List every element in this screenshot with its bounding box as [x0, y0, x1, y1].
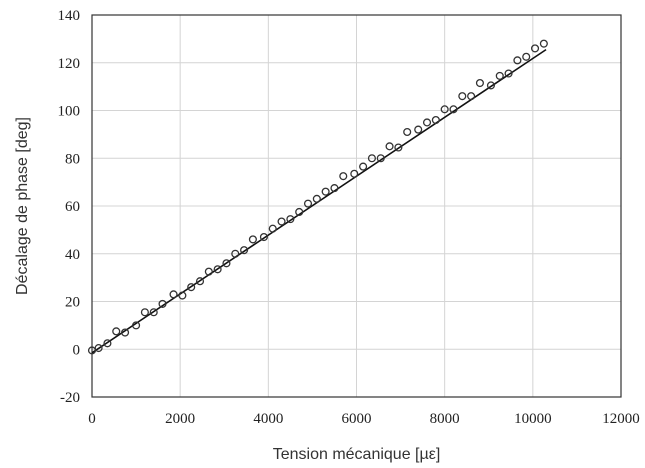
data-point: [231, 249, 240, 258]
x-tick-label: 10000: [514, 411, 552, 427]
data-points: [87, 39, 548, 355]
y-tick-label: 140: [58, 8, 81, 24]
data-point: [204, 267, 213, 276]
data-point: [94, 344, 103, 353]
data-point: [158, 299, 167, 308]
data-point: [112, 327, 121, 336]
y-axis-label: Décalage de phase [deg]: [14, 117, 31, 295]
data-point: [103, 339, 112, 348]
y-tick-label: -20: [60, 390, 80, 406]
grid: [92, 15, 621, 397]
data-point: [149, 308, 158, 317]
data-point: [376, 154, 385, 163]
data-point: [403, 127, 412, 137]
y-tick-label: 40: [65, 247, 80, 263]
data-point: [140, 308, 149, 317]
data-point: [359, 162, 368, 171]
data-point: [449, 105, 458, 114]
data-point: [121, 328, 130, 337]
data-point: [312, 194, 321, 203]
data-point: [504, 69, 513, 78]
data-point: [431, 116, 440, 125]
data-point: [350, 169, 359, 178]
y-tick-label: 120: [58, 56, 81, 72]
x-tick-label: 2000: [165, 411, 195, 427]
data-point: [240, 246, 249, 255]
y-tick-label: 60: [65, 199, 80, 215]
data-point: [295, 207, 304, 217]
data-point: [539, 39, 548, 48]
data-point: [321, 187, 330, 196]
x-tick-label: 12000: [602, 411, 640, 427]
data-point: [513, 56, 522, 65]
data-point: [248, 235, 257, 244]
y-tick-label: 100: [58, 104, 81, 120]
data-point: [475, 78, 484, 88]
tick-labels: 0 2000 4000 6000 8000 10000 12000 -20 0 20 40 60 80 1…: [58, 8, 640, 427]
data-point: [339, 172, 348, 181]
data-point: [530, 44, 540, 53]
data-point: [422, 118, 432, 127]
data-point: [259, 232, 268, 242]
data-point: [286, 215, 295, 224]
data-point: [330, 184, 339, 193]
data-point: [195, 277, 205, 286]
data-point: [414, 125, 423, 134]
data-point: [394, 143, 403, 152]
data-point: [178, 291, 187, 300]
data-point: [187, 283, 196, 292]
data-point: [367, 154, 376, 163]
data-point: [132, 321, 141, 330]
y-tick-label: 80: [65, 151, 80, 167]
y-tick-label: 0: [73, 342, 81, 358]
data-point: [458, 92, 467, 101]
x-axis-label: Tension mécanique [µε]: [273, 446, 441, 463]
data-point: [169, 290, 178, 299]
data-point: [486, 81, 496, 90]
data-point: [522, 52, 531, 61]
x-tick-label: 8000: [430, 411, 460, 427]
data-point: [495, 71, 504, 80]
y-tick-label: 20: [65, 295, 80, 311]
data-point: [467, 92, 476, 101]
data-point: [222, 259, 231, 268]
data-point: [303, 199, 313, 208]
x-tick-label: 6000: [342, 411, 372, 427]
data-point: [440, 105, 449, 114]
data-point: [213, 265, 222, 274]
data-point: [277, 217, 286, 226]
plot-frame: [91, 14, 622, 398]
x-tick-label: 4000: [253, 411, 283, 427]
data-point: [385, 142, 394, 151]
x-tick-label: 0: [88, 411, 96, 427]
data-point: [268, 224, 277, 233]
